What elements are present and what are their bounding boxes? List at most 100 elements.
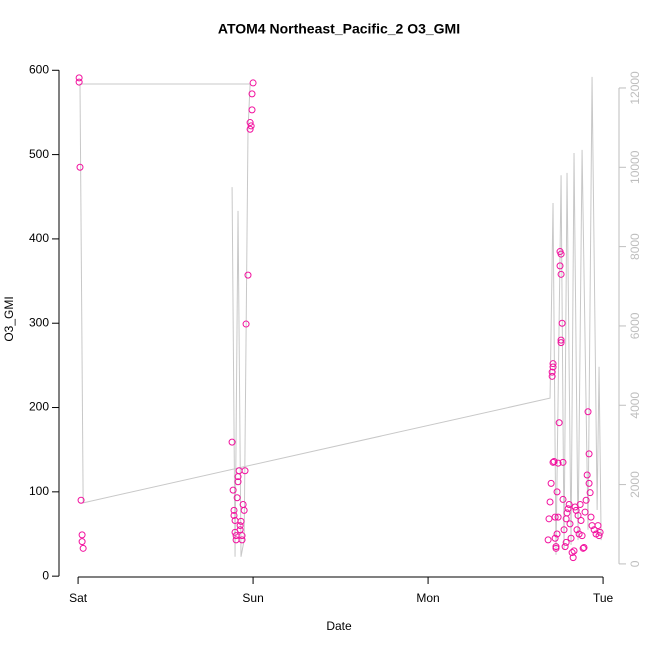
point (546, 498, 554, 506)
y-tick-label: 600 (29, 62, 49, 76)
y2-tick-label: 2000 (628, 471, 642, 498)
point (237, 517, 245, 525)
point (229, 486, 237, 494)
point (78, 531, 86, 539)
x-tick-label: Sun (242, 591, 263, 605)
point (235, 467, 243, 475)
point (567, 534, 575, 542)
point (585, 450, 593, 458)
point (581, 508, 589, 516)
point (553, 530, 561, 538)
point (553, 488, 561, 496)
point (248, 90, 256, 98)
point (238, 536, 246, 544)
x-axis-label: Date (326, 619, 352, 633)
y-tick-label: 500 (29, 147, 49, 161)
y-tick-label: 0 (42, 568, 49, 582)
point (246, 119, 254, 127)
point (565, 500, 573, 508)
point (548, 372, 556, 380)
point (557, 336, 565, 344)
point (578, 532, 586, 540)
point (544, 536, 552, 544)
point (75, 74, 83, 82)
point (561, 543, 569, 551)
point (234, 478, 242, 486)
point (560, 526, 568, 534)
point (590, 526, 598, 534)
point (568, 549, 576, 557)
point (576, 500, 584, 508)
point (584, 408, 592, 416)
point (233, 494, 241, 502)
y-tick-label: 100 (29, 484, 49, 498)
point (76, 163, 84, 171)
point (78, 538, 86, 546)
point (552, 543, 560, 551)
point (241, 467, 249, 475)
y2-tick-label: 12000 (628, 71, 642, 105)
point (557, 270, 565, 278)
point (240, 506, 248, 514)
point (554, 459, 562, 467)
point (569, 554, 577, 562)
point (595, 532, 603, 540)
point (549, 360, 557, 368)
point (577, 517, 585, 525)
point (249, 79, 257, 87)
chart-title: ATOM4 Northeast_Pacific_2 O3_GMI (218, 21, 460, 37)
point (555, 419, 563, 427)
point (548, 368, 556, 376)
y-tick-label: 400 (29, 231, 49, 245)
point (549, 458, 557, 466)
point (566, 520, 574, 528)
y2-tick-label: 6000 (628, 312, 642, 339)
point (563, 509, 571, 517)
x-tick-label: Mon (416, 591, 439, 605)
point (75, 78, 83, 86)
point (554, 513, 562, 521)
y-axis-label: O3_GMI (2, 296, 16, 341)
y2-tick-label: 8000 (628, 233, 642, 260)
point (238, 532, 246, 540)
point (230, 506, 238, 514)
point (236, 522, 244, 530)
point (574, 511, 582, 519)
point (551, 513, 559, 521)
point (547, 479, 555, 487)
point (587, 513, 595, 521)
point (551, 534, 559, 542)
point (244, 271, 252, 279)
point (248, 106, 256, 114)
point (242, 320, 250, 328)
point (557, 339, 565, 347)
point (79, 544, 87, 552)
point (596, 528, 604, 536)
point (77, 496, 85, 504)
point (559, 495, 567, 503)
line (79, 76, 602, 557)
point (559, 458, 567, 466)
point (557, 250, 565, 258)
x-tick-label: Tue (593, 591, 614, 605)
point (564, 505, 572, 513)
point (550, 457, 558, 465)
point (558, 319, 566, 327)
point (579, 544, 587, 552)
y2-tick-label: 10000 (628, 150, 642, 184)
point (556, 262, 564, 270)
point (246, 125, 254, 133)
point (236, 526, 244, 534)
point (549, 363, 557, 371)
point (586, 489, 594, 497)
point (583, 471, 591, 479)
y2-tick-label: 0 (628, 560, 642, 567)
y-tick-label: 200 (29, 400, 49, 414)
point (594, 522, 602, 530)
point (573, 526, 581, 534)
point (228, 438, 236, 446)
point (585, 479, 593, 487)
point (570, 547, 578, 555)
point (247, 122, 255, 130)
